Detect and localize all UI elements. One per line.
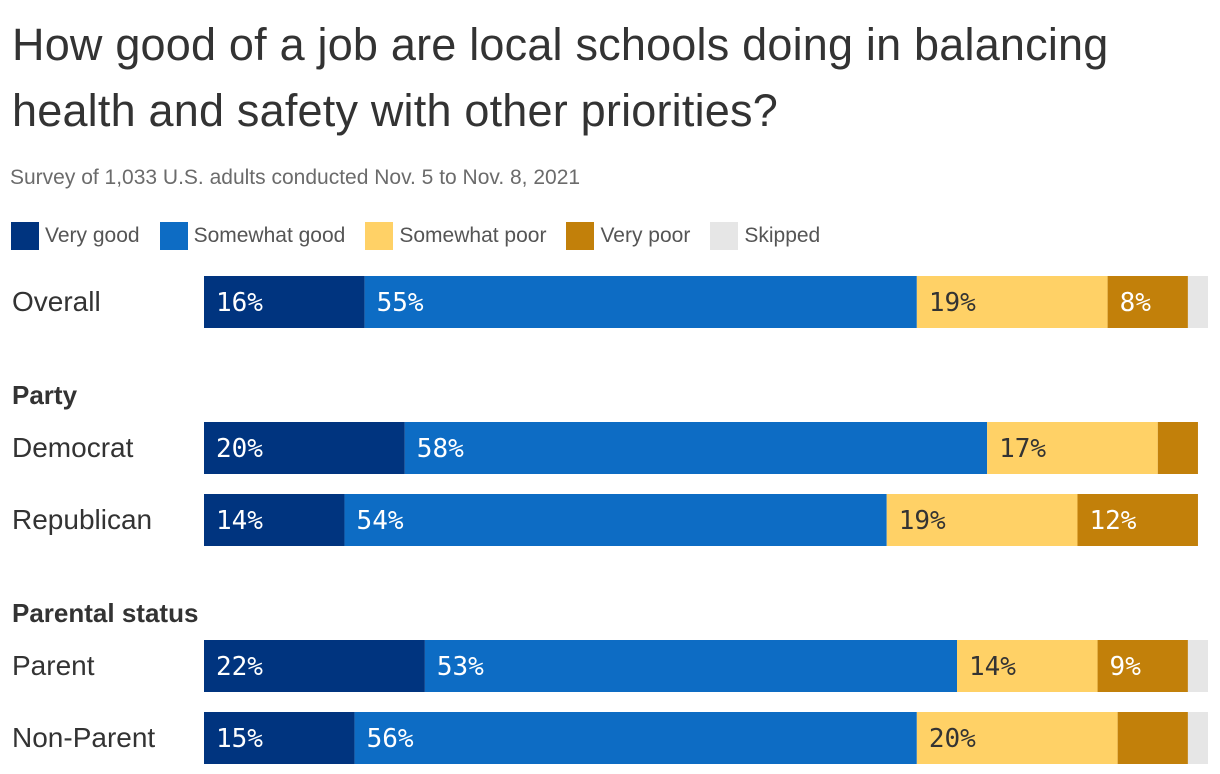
legend-item-very-good: Very good — [11, 222, 140, 250]
row-label-democrat: Democrat — [12, 432, 134, 463]
bar-overall-somewhat-poor — [916, 276, 1108, 328]
data-label-non-parent-very-good: 15% — [216, 724, 263, 754]
bar-non-parent-very-poor — [1117, 712, 1188, 764]
bar-overall-skipped — [1187, 276, 1208, 328]
data-label-democrat-very-good: 20% — [216, 434, 263, 464]
legend-label-very-poor: Very poor — [600, 224, 691, 247]
chart-subtitle: Survey of 1,033 U.S. adults conducted No… — [10, 166, 581, 189]
data-label-parent-somewhat-poor: 14% — [969, 652, 1016, 682]
bar-non-parent-skipped — [1187, 712, 1208, 764]
bar-non-parent-somewhat-poor — [916, 712, 1118, 764]
legend-item-skipped: Skipped — [710, 222, 820, 250]
legend-item-somewhat-good: Somewhat good — [159, 222, 346, 250]
data-label-parent-somewhat-good: 53% — [437, 652, 484, 682]
bar-overall-very-good — [204, 276, 365, 328]
legend-label-skipped: Skipped — [744, 224, 821, 247]
group-label-parental-status: Parental status — [12, 598, 198, 628]
row-label-non-parent: Non-Parent — [12, 722, 155, 753]
data-label-democrat-somewhat-good: 58% — [417, 434, 464, 464]
data-label-overall-somewhat-poor: 19% — [929, 288, 976, 318]
data-label-parent-very-poor: 9% — [1110, 652, 1142, 682]
legend-swatch-very-good — [11, 222, 39, 250]
legend-label-somewhat-poor: Somewhat poor — [399, 224, 547, 247]
data-label-parent-very-good: 22% — [216, 652, 263, 682]
legend-label-very-good: Very good — [45, 224, 140, 247]
bar-democrat-very-poor — [1157, 422, 1198, 474]
row-label-overall: Overall — [12, 286, 101, 317]
bar-parent-very-poor — [1097, 640, 1188, 692]
legend-item-somewhat-poor: Somewhat poor — [365, 222, 546, 250]
chart-legend: Very good Somewhat good Somewhat poor Ve… — [11, 222, 840, 250]
bar-overall-somewhat-good — [364, 276, 917, 328]
data-label-republican-somewhat-poor: 19% — [899, 506, 946, 536]
data-label-overall-somewhat-good: 55% — [377, 288, 424, 318]
bar-republican-very-good — [204, 494, 345, 546]
bar-parent-very-good — [204, 640, 425, 692]
bar-parent-somewhat-poor — [957, 640, 1098, 692]
bar-parent-somewhat-good — [424, 640, 957, 692]
bar-republican-somewhat-good — [344, 494, 887, 546]
bar-democrat-somewhat-poor — [987, 422, 1158, 474]
row-label-parent: Parent — [12, 650, 95, 681]
data-label-republican-somewhat-good: 54% — [357, 506, 404, 536]
bar-democrat-somewhat-good — [404, 422, 988, 474]
legend-swatch-somewhat-good — [159, 222, 188, 250]
legend-label-somewhat-good: Somewhat good — [193, 224, 346, 247]
group-label-party: Party — [12, 380, 78, 410]
chart-title: How good of a job are local schools doin… — [12, 19, 1109, 136]
row-label-republican: Republican — [12, 504, 152, 535]
bar-non-parent-somewhat-good — [354, 712, 917, 764]
legend-swatch-somewhat-poor — [365, 222, 394, 250]
bar-republican-very-poor — [1077, 494, 1198, 546]
bar-republican-somewhat-poor — [886, 494, 1078, 546]
data-label-non-parent-somewhat-good: 56% — [367, 724, 414, 754]
bar-non-parent-very-good — [204, 712, 355, 764]
data-label-overall-very-good: 16% — [216, 288, 263, 318]
data-label-overall-very-poor: 8% — [1120, 288, 1152, 318]
bar-overall-very-poor — [1107, 276, 1188, 328]
legend-item-very-poor: Very poor — [566, 222, 690, 250]
data-label-republican-very-good: 14% — [216, 506, 263, 536]
data-label-non-parent-somewhat-poor: 20% — [929, 724, 976, 754]
data-label-republican-very-poor: 12% — [1089, 506, 1136, 536]
bar-parent-skipped — [1187, 640, 1208, 692]
legend-swatch-skipped — [710, 222, 739, 250]
data-label-democrat-somewhat-poor: 17% — [999, 434, 1046, 464]
bar-democrat-very-good — [204, 422, 405, 474]
legend-swatch-very-poor — [566, 222, 595, 250]
